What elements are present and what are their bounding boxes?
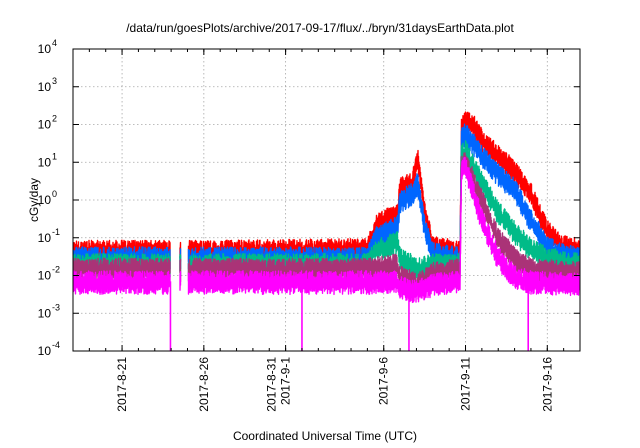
- y-tick-label-exponent: -3: [52, 302, 60, 312]
- y-axis-label: cGy/day: [27, 178, 41, 222]
- y-tick-label-base: 10: [38, 42, 52, 56]
- y-tick-label: 10: [38, 344, 52, 358]
- y-tick-label-exponent: 4: [52, 38, 57, 48]
- y-tick-label-exponent: 0: [52, 189, 57, 199]
- y-tick-label-base: 10: [38, 306, 52, 320]
- chart-title: /data/run/goesPlots/archive/2017-09-17/f…: [126, 21, 514, 35]
- y-tick-label-exponent: -2: [52, 265, 60, 275]
- y-tick-label-exponent: 2: [52, 114, 57, 124]
- grid: [73, 48, 580, 352]
- y-tick-label: 10: [38, 42, 52, 56]
- y-tick-label-base: 10: [38, 231, 52, 245]
- series-line: [73, 156, 580, 304]
- x-axis-label: Coordinated Universal Time (UTC): [233, 429, 417, 443]
- y-tick-label-exponent: 3: [52, 76, 57, 86]
- x-tick-label: 2017-8-31: [265, 357, 279, 412]
- y-tick-label: 10: [38, 118, 52, 132]
- x-tick-label: 2017-9-16: [540, 357, 554, 412]
- y-tick-label-base: 10: [38, 155, 52, 169]
- series-group: [73, 111, 580, 351]
- y-tick-label-exponent: -4: [52, 340, 60, 350]
- plot-frame: [72, 48, 581, 352]
- x-tick-label: 2017-9-11: [459, 357, 473, 411]
- y-tick-label: 10: [38, 155, 52, 169]
- y-tick-label: 10: [38, 269, 52, 283]
- y-tick-label: 10: [38, 80, 52, 94]
- y-tick-label: 10: [38, 193, 52, 207]
- x-tick-label: 2017-8-26: [197, 357, 211, 412]
- y-tick-label-exponent: -1: [52, 227, 60, 237]
- y-tick-label-base: 10: [38, 118, 52, 132]
- y-tick-label-base: 10: [38, 193, 52, 207]
- x-tick-label: 2017-8-21: [115, 357, 129, 412]
- y-tick-label-exponent: 1: [52, 151, 57, 161]
- y-tick-label: 10: [38, 231, 52, 245]
- x-tick-label: 2017-9-1: [279, 357, 293, 405]
- y-tick-label-base: 10: [38, 80, 52, 94]
- y-tick-label-base: 10: [38, 344, 52, 358]
- y-tick-label: 10: [38, 306, 52, 320]
- y-tick-label-base: 10: [38, 269, 52, 283]
- x-tick-label: 2017-9-6: [377, 357, 391, 405]
